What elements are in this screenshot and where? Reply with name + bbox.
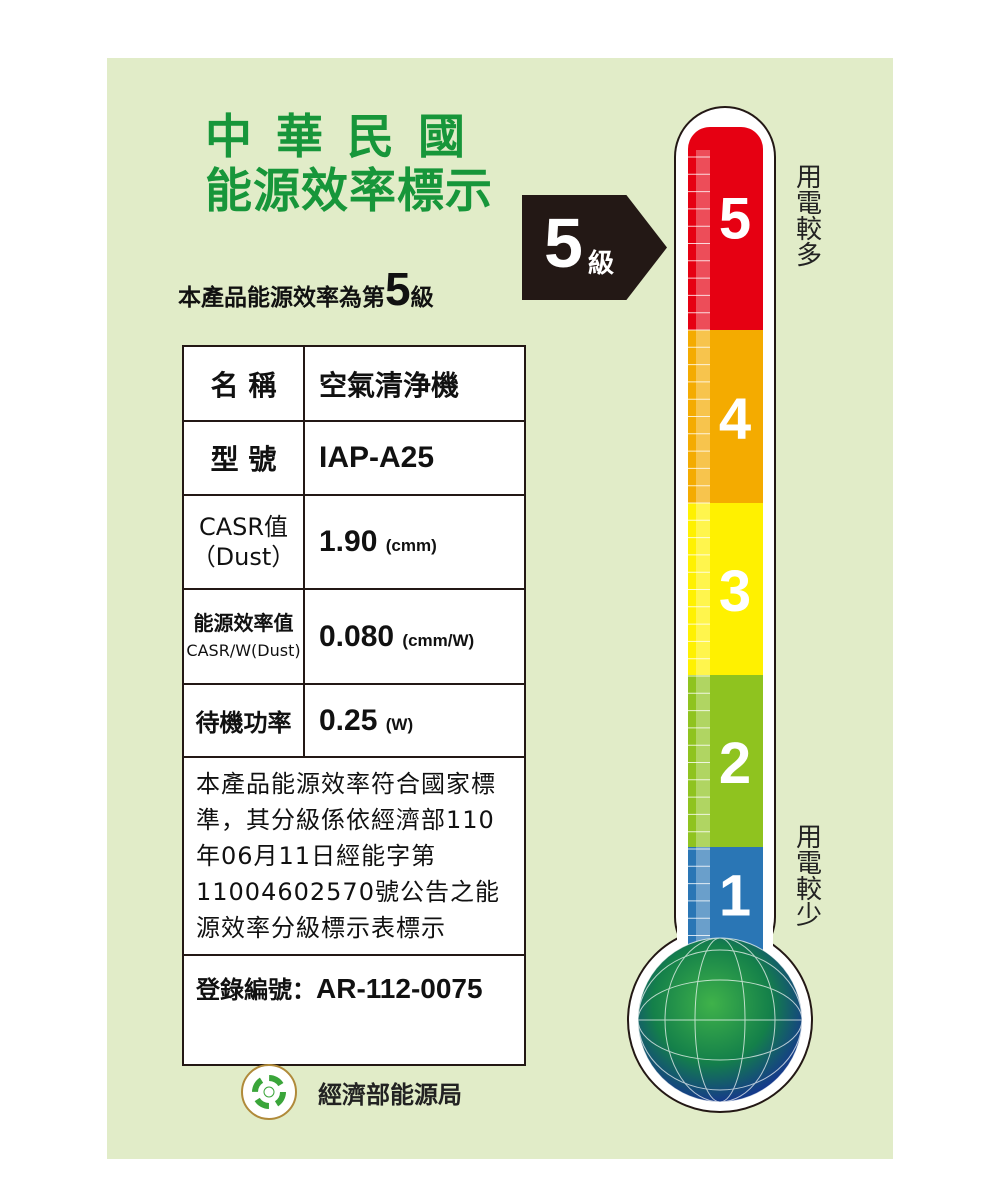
table-row: 能源效率值 CASR/W(Dust) 0.080 (cmm/W) [182, 588, 526, 685]
grade-number-4: 4 [719, 387, 751, 452]
grade-segment-2 [688, 675, 763, 847]
table-row: 型 號 IAP-A25 [182, 420, 526, 496]
table-row: 名 稱空氣清浄機 [182, 345, 526, 422]
table-row: 待機功率 0.25 (W) [182, 683, 526, 758]
grade-segment-5 [688, 127, 763, 330]
label-title: 中華民國 [205, 110, 489, 165]
grade-number-1: 1 [719, 864, 751, 929]
grade-number-3: 3 [719, 559, 751, 624]
footer: 經濟部能源局 [240, 1063, 462, 1121]
bureau-of-energy-logo [241, 1064, 297, 1120]
table-row: 本產品能源效率符合國家標準，其分級係依經濟部110年06月11日經能字第1100… [182, 756, 526, 956]
label-subtitle-title: 能源效率標示 [205, 164, 493, 219]
table-row: 登錄編號：AR-112-0075 [182, 954, 526, 1066]
spec-table: 名 稱空氣清浄機 型 號 IAP-A25 CASR值 （Dust） 1.90 (cmm… [182, 345, 526, 1066]
tube-highlight [696, 150, 710, 950]
grade-number-5: 5 [719, 187, 751, 252]
table-row: CASR值 （Dust） 1.90 (cmm) [182, 494, 526, 590]
grade-statement: 本產品能源效率為第5級 [178, 263, 434, 315]
more-power-label: 用電較多 [796, 163, 823, 271]
less-power-label: 用電較少 [796, 823, 823, 931]
grade-number-2: 2 [719, 731, 751, 796]
agency-name: 經濟部能源局 [318, 1080, 462, 1109]
